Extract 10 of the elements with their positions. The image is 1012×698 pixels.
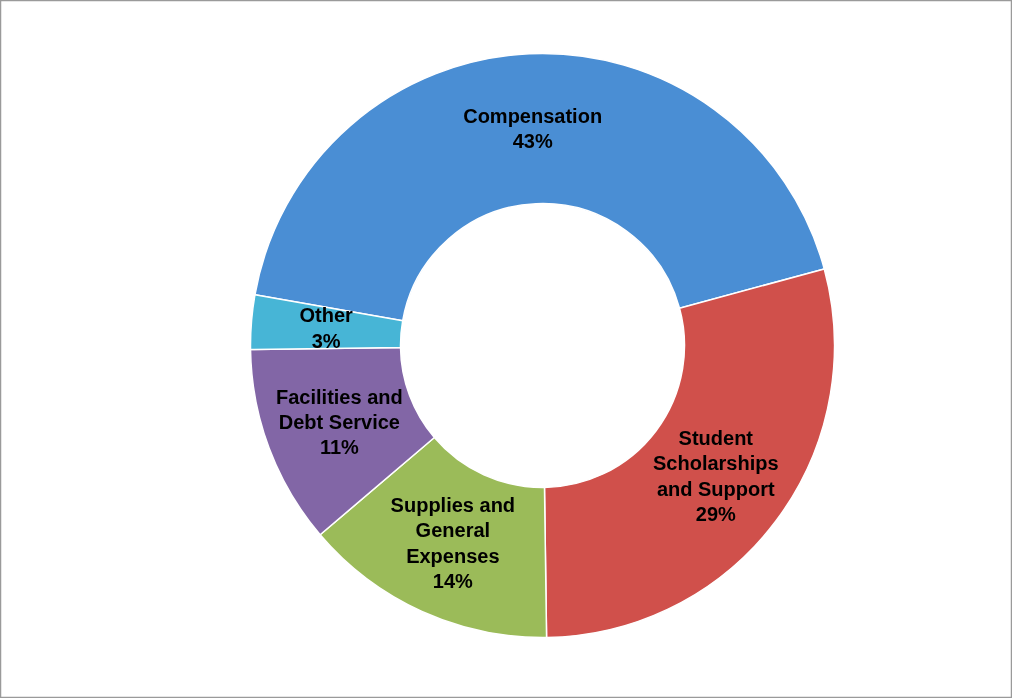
slice-label: Other <box>299 304 354 327</box>
slice-label: Student Scholarships and Support <box>653 427 779 500</box>
data-label: 11% <box>319 436 360 459</box>
slice-label: Supplies and General Expenses <box>390 494 516 567</box>
data-label: 14% <box>432 570 474 593</box>
slice-label: Compensation <box>463 105 603 128</box>
data-label: 29% <box>695 503 737 526</box>
data-label: 3% <box>311 329 341 352</box>
slice-label: Facilities and Debt Service <box>276 385 403 433</box>
data-label: 43% <box>512 130 553 153</box>
